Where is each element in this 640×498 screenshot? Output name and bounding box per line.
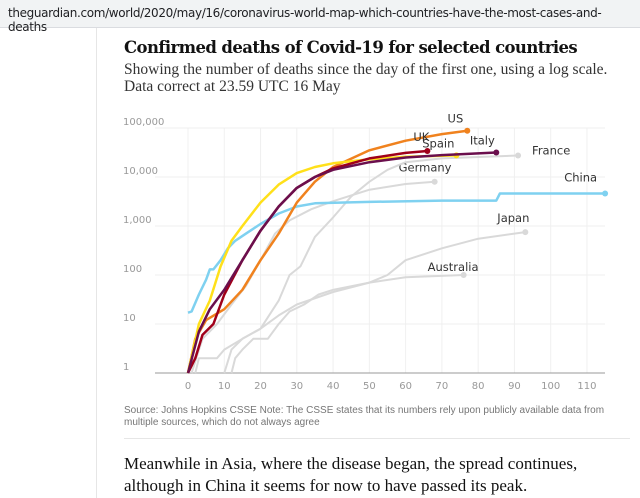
series-label: UK — [413, 130, 429, 144]
series-end-marker — [460, 272, 467, 278]
series-line — [186, 129, 468, 374]
chart-source: Source: Johns Hopkins CSSE Note: The CSS… — [124, 405, 605, 428]
series-label: Japan — [496, 211, 529, 225]
series-italy: Italy — [186, 134, 500, 374]
series-line — [186, 151, 497, 374]
series-japan: Japan — [194, 211, 529, 374]
y-tick-label: 100,000 — [123, 117, 164, 128]
x-tick-label: 80 — [472, 381, 485, 392]
series-label: Germany — [399, 161, 452, 175]
series-end-marker — [424, 147, 431, 154]
series-end-marker — [464, 127, 471, 134]
chart-subtitle: Showing the number of deaths since the d… — [124, 61, 608, 95]
series-end-marker — [493, 149, 500, 156]
x-tick-label: 40 — [327, 381, 340, 392]
x-tick-label: 60 — [399, 381, 412, 392]
y-tick-label: 1 — [123, 362, 129, 373]
x-tick-label: 50 — [363, 381, 376, 392]
series-us: US — [186, 112, 471, 374]
x-tick-label: 0 — [185, 381, 191, 392]
series-line — [190, 180, 435, 374]
series-label: Italy — [470, 134, 495, 148]
address-bar[interactable]: theguardian.com/world/2020/may/16/corona… — [0, 0, 640, 34]
x-tick-label: 100 — [541, 381, 560, 392]
series-label: China — [564, 171, 597, 185]
chart-title: Confirmed deaths of Covid-19 for selecte… — [124, 38, 578, 57]
x-tick-label: 110 — [577, 381, 596, 392]
y-tick-label: 100 — [123, 264, 142, 275]
series-france: France — [223, 143, 570, 374]
x-tick-label: 30 — [290, 381, 303, 392]
series-end-marker — [522, 229, 529, 236]
series-label: France — [532, 143, 570, 157]
series-china: China — [187, 171, 609, 314]
series-end-marker — [602, 190, 609, 197]
series-line — [194, 231, 526, 374]
y-tick-label: 10,000 — [123, 166, 158, 177]
series-line — [186, 154, 457, 374]
x-tick-label: 20 — [254, 381, 267, 392]
x-tick-label: 70 — [436, 381, 449, 392]
column-divider — [96, 28, 97, 498]
series-label: Spain — [422, 136, 454, 150]
y-tick-label: 1,000 — [123, 215, 152, 226]
series-label: Australia — [428, 260, 479, 274]
y-tick-label: 10 — [123, 313, 136, 324]
divider — [124, 438, 630, 439]
series-germany: Germany — [190, 161, 452, 374]
article-paragraph: Meanwhile in Asia, where the disease beg… — [124, 454, 578, 495]
url-text[interactable]: theguardian.com/world/2020/may/16/corona… — [8, 6, 602, 34]
series-label: US — [448, 112, 464, 126]
series-line — [187, 192, 606, 314]
x-tick-label: 10 — [218, 381, 231, 392]
x-tick-label: 90 — [508, 381, 521, 392]
series-line — [223, 154, 519, 374]
series-end-marker — [515, 152, 522, 159]
series-end-marker — [431, 178, 438, 185]
